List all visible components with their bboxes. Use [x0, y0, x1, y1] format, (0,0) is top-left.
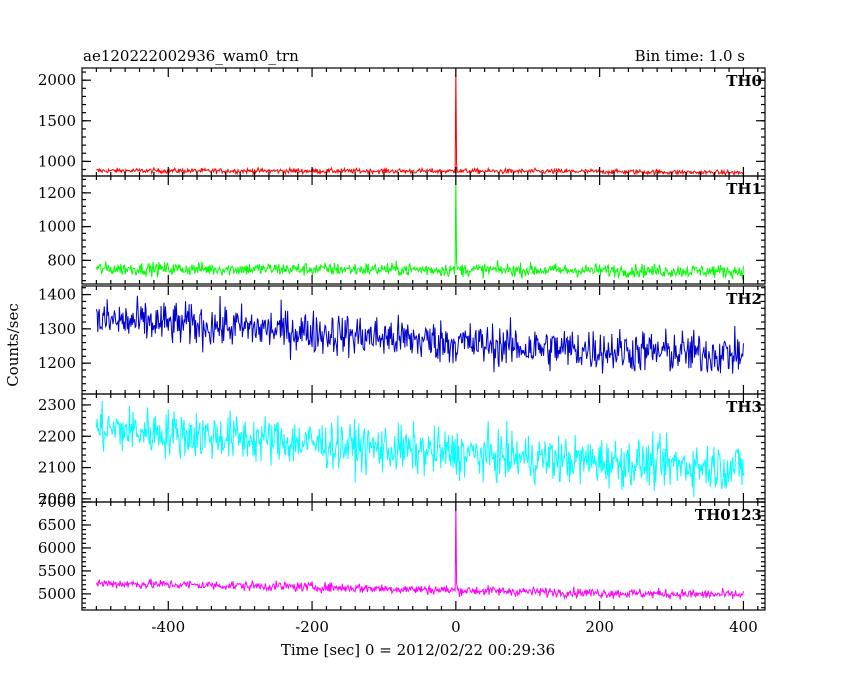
y-tick-label: 2200 — [38, 427, 76, 445]
y-tick-label: 1200 — [38, 184, 76, 202]
panel-label: TH3 — [726, 398, 762, 416]
y-tick-label: 7000 — [38, 493, 76, 511]
panel-th0123: TH0123 5000 5500 6000 6500 7000 -400 -200 0 200 40… — [38, 493, 766, 636]
series-line-th2 — [95, 295, 744, 374]
panel-frame — [81, 175, 766, 285]
series-line-th3 — [95, 400, 744, 498]
panel-frame — [81, 67, 766, 177]
y-tick-label: 1300 — [38, 320, 76, 338]
y-tick-label: 1400 — [38, 286, 76, 304]
y-axis-label: Counts/sec — [4, 303, 22, 387]
panel-th3: TH3 2000 2100 2200 2300 — [38, 393, 766, 508]
y-tick-label: 1200 — [38, 354, 76, 372]
panel-label: TH1 — [726, 180, 762, 198]
x-tick-label: 400 — [729, 618, 758, 636]
y-tick-label: 2000 — [38, 71, 76, 89]
panels-group: TH0100015002000TH180010001200TH212001300… — [38, 67, 766, 636]
panel-label: TH0123 — [695, 506, 762, 524]
panel-label: TH0 — [726, 72, 762, 90]
series-line-th1 — [95, 176, 744, 280]
bin-time-label: Bin time: 1.0 s — [635, 47, 745, 65]
y-tick-label: 800 — [47, 251, 76, 269]
y-tick-label: 2100 — [38, 459, 76, 477]
x-axis-label: Time [sec] 0 = 2012/02/22 00:29:36 — [281, 641, 555, 659]
x-tick-label: 0 — [451, 618, 461, 636]
y-tick-label: 6500 — [38, 516, 76, 534]
panel-th2: TH2 1200 1300 1400 — [38, 285, 766, 395]
y-tick-label: 1500 — [38, 112, 76, 130]
panel-th1: TH1 800 1000 1200 — [38, 175, 766, 285]
y-tick-label: 5500 — [38, 562, 76, 580]
x-tick-label: -200 — [295, 618, 329, 636]
y-tick-label: 6000 — [38, 539, 76, 557]
y-tick-label: 5000 — [38, 585, 76, 603]
y-tick-label: 1000 — [38, 152, 76, 170]
series-line-th0 — [96, 68, 744, 176]
y-tick-label: 2300 — [38, 396, 76, 414]
panel-label: TH2 — [726, 290, 762, 308]
chart-title: ae120222002936_wam0_trn — [83, 47, 299, 65]
series-line-th0123 — [95, 502, 744, 600]
panel-frame — [81, 501, 766, 611]
y-tick-label: 2000 — [38, 490, 76, 508]
x-tick-label: -400 — [151, 618, 185, 636]
x-tick-label: 200 — [585, 618, 614, 636]
y-tick-label: 1000 — [38, 218, 76, 236]
panel-th0: TH0 1000 1500 2000 — [38, 67, 766, 177]
